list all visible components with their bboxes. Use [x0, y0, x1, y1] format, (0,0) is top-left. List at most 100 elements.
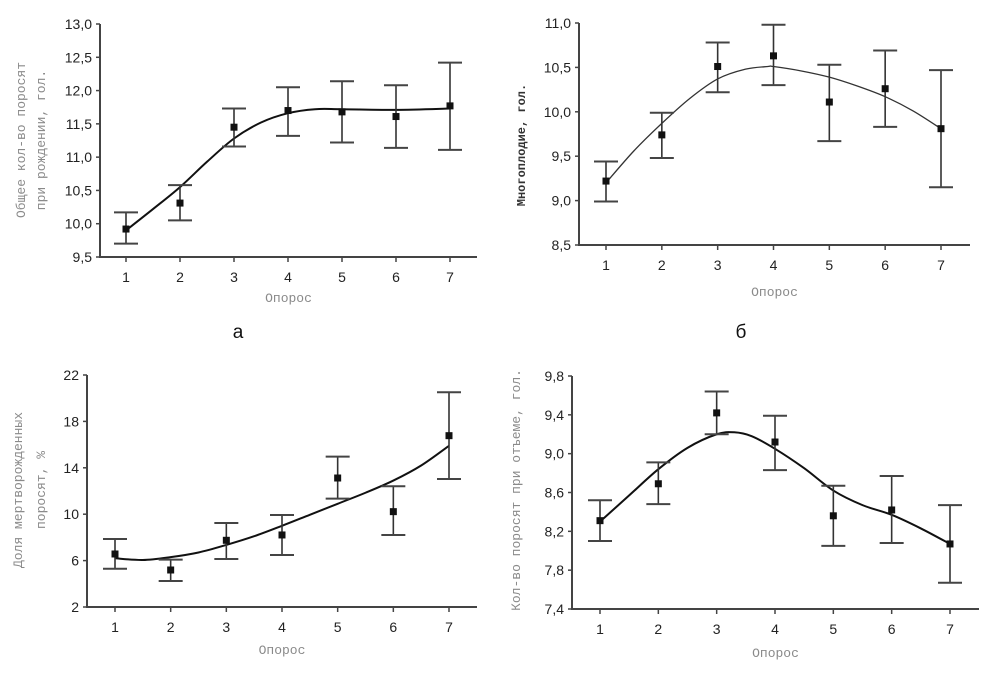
x-tick-label: 1: [111, 619, 119, 635]
chart-panel-d: 7,4 7,8 8,2 8,6 9,0 9,4 9,8 1 2 3 4 5 6 7 Опорос Кол-во…: [509, 368, 979, 661]
data-point: [230, 123, 238, 131]
x-axis-title: Опорос: [751, 285, 798, 300]
x-tick-label: 2: [658, 257, 666, 273]
data-point: [446, 102, 454, 110]
y-axis-title: Доля мертворожденных: [11, 412, 26, 568]
chart-panel-a: 9,5 10,0 10,5 11,0 11,5 12,0 12,5 13,0 1 2 3 4 5 6 7 Оп…: [14, 16, 477, 343]
data-point: [222, 536, 230, 544]
data-point: [284, 107, 292, 115]
data-point: [825, 98, 833, 106]
x-tick-label: 2: [167, 619, 175, 635]
x-tick-label: 4: [770, 257, 778, 273]
x-tick-label: 3: [713, 621, 721, 637]
y-tick-label: 12,5: [65, 49, 92, 65]
y-axis-title: Многоплодие, гол.: [515, 84, 529, 206]
x-tick-label: 7: [445, 619, 453, 635]
y-tick-label: 10,5: [65, 182, 92, 198]
data-point: [167, 566, 175, 574]
data-point: [937, 125, 945, 133]
x-tick-label: 7: [946, 621, 954, 637]
chart-panel-c: 2 6 10 14 18 22 1 2 3 4 5 6 7 Опорос Доля мертворожден…: [11, 367, 477, 658]
x-tick-label: 1: [596, 621, 604, 637]
y-tick-label: 11,5: [66, 116, 92, 132]
y-tick-label: 14: [63, 460, 79, 476]
y-tick-label: 9,8: [545, 368, 565, 384]
data-point: [445, 432, 453, 440]
y-tick-label: 10,0: [65, 216, 92, 232]
x-tick-label: 3: [222, 619, 230, 635]
y-axis-title: поросят, %: [34, 451, 49, 529]
y-tick-label: 10: [63, 506, 79, 522]
data-point: [946, 540, 954, 548]
data-point: [111, 550, 119, 558]
data-point: [714, 63, 722, 71]
x-tick-label: 6: [392, 269, 400, 285]
x-tick-label: 3: [714, 257, 722, 273]
y-tick-label: 9,5: [73, 249, 93, 265]
x-axis-title: Опорос: [259, 643, 306, 658]
panel-caption: а: [233, 322, 244, 343]
panel-caption: б: [736, 322, 747, 343]
x-tick-label: 6: [888, 621, 896, 637]
data-point: [338, 108, 346, 116]
y-tick-label: 10,5: [544, 59, 571, 75]
x-tick-label: 5: [825, 257, 833, 273]
data-point: [881, 85, 889, 93]
y-tick-label: 9,0: [552, 193, 572, 209]
x-tick-label: 2: [176, 269, 184, 285]
x-tick-label: 4: [284, 269, 292, 285]
y-tick-label: 11,0: [545, 15, 571, 31]
y-tick-label: 7,8: [545, 562, 565, 578]
x-tick-label: 1: [602, 257, 610, 273]
data-point: [829, 512, 837, 520]
x-tick-label: 7: [446, 269, 454, 285]
x-tick-label: 5: [338, 269, 346, 285]
y-tick-label: 13,0: [65, 16, 92, 32]
fit-curve: [125, 107, 451, 232]
y-tick-label: 10,0: [544, 104, 571, 120]
y-tick-label: 18: [63, 413, 79, 429]
y-tick-label: 8,5: [552, 237, 572, 253]
y-tick-label: 7,4: [545, 601, 565, 617]
fit-curve: [599, 431, 951, 545]
data-point: [596, 517, 604, 525]
y-tick-label: 9,5: [552, 148, 572, 164]
data-point: [658, 131, 666, 139]
data-point: [770, 52, 777, 60]
data-point: [654, 480, 662, 488]
chart-panel-b: 8,5 9,0 9,5 10,0 10,5 11,0 1 2 3 4 5 6 7 Опорос Многоп…: [515, 15, 970, 343]
x-tick-label: 7: [937, 257, 945, 273]
y-axis-title: Общее кол-во поросят: [14, 62, 29, 218]
y-tick-label: 22: [63, 367, 79, 383]
y-tick-label: 8,6: [545, 485, 565, 501]
x-tick-label: 2: [654, 621, 662, 637]
x-axis-title: Опорос: [752, 646, 799, 661]
data-point: [713, 409, 721, 417]
x-tick-label: 1: [122, 269, 130, 285]
x-tick-label: 3: [230, 269, 238, 285]
data-point: [334, 474, 342, 482]
fit-curve: [605, 65, 942, 184]
y-axis-title: при рождении, гол.: [34, 70, 49, 210]
data-point: [278, 531, 286, 539]
data-point: [888, 506, 896, 514]
y-tick-label: 8,2: [545, 523, 565, 539]
y-tick-label: 11,0: [66, 149, 92, 165]
x-axis-title: Опорос: [265, 291, 312, 306]
data-point: [176, 199, 184, 207]
data-point: [602, 177, 610, 185]
y-tick-label: 9,4: [545, 407, 565, 423]
x-tick-label: 6: [389, 619, 397, 635]
y-axis-title: Кол-во поросят при отъеме, гол.: [509, 369, 524, 611]
data-point: [392, 113, 400, 121]
x-tick-label: 5: [334, 619, 342, 635]
y-tick-label: 12,0: [65, 83, 92, 99]
x-tick-label: 5: [829, 621, 837, 637]
data-point: [389, 508, 397, 516]
x-tick-label: 6: [881, 257, 889, 273]
x-tick-label: 4: [278, 619, 286, 635]
data-point: [771, 438, 779, 446]
y-tick-label: 9,0: [545, 446, 565, 462]
y-tick-label: 6: [71, 553, 79, 569]
